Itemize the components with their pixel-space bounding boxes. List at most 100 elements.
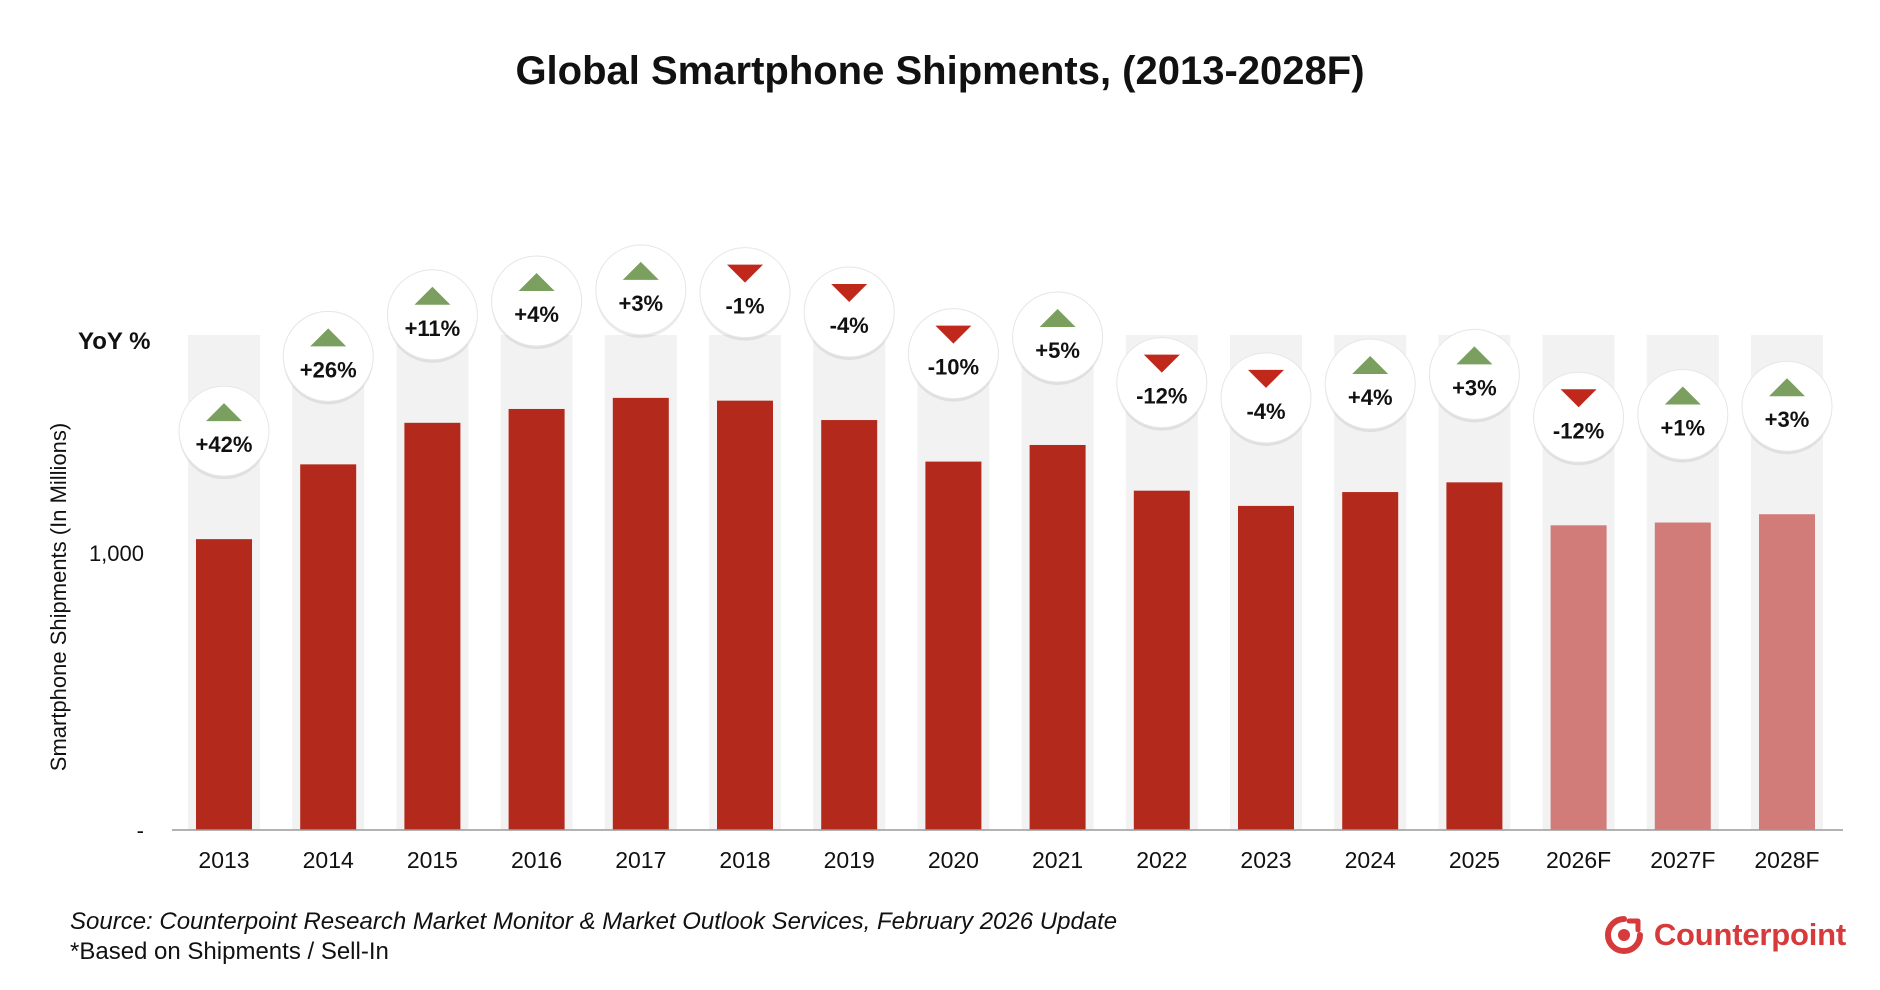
yoy-value: +3% bbox=[618, 291, 663, 316]
bar-2019 bbox=[821, 420, 878, 830]
yoy-value: +4% bbox=[514, 302, 559, 327]
bar-2026F bbox=[1550, 525, 1607, 830]
x-tick-label: 2027F bbox=[1650, 847, 1715, 873]
yoy-badge: -12% bbox=[1533, 371, 1625, 466]
down-arrow-icon bbox=[831, 284, 868, 303]
down-arrow-icon bbox=[1143, 354, 1180, 373]
yoy-value: -12% bbox=[1136, 384, 1187, 409]
badge-circle bbox=[1324, 338, 1416, 430]
y-tick-label: 1,000 bbox=[89, 541, 144, 566]
bar-2013 bbox=[196, 539, 252, 830]
yoy-value: +11% bbox=[405, 316, 461, 341]
x-tick-label: 2026F bbox=[1546, 847, 1611, 873]
badge-circle bbox=[907, 308, 999, 400]
x-tick-label: 2021 bbox=[1032, 847, 1083, 873]
source-note: Source: Counterpoint Research Market Mon… bbox=[70, 908, 1118, 935]
badge-circle bbox=[595, 244, 687, 336]
yoy-value: -4% bbox=[1246, 399, 1285, 424]
x-tick-label: 2013 bbox=[198, 847, 249, 873]
y-tick-label: - bbox=[137, 818, 144, 843]
bar-2025 bbox=[1446, 482, 1503, 830]
x-tick-label: 2028F bbox=[1754, 847, 1819, 873]
y-axis-title: Smartphone Shipments (In Millions) bbox=[46, 423, 71, 771]
bar-2018 bbox=[717, 400, 773, 830]
badge-circle bbox=[1533, 371, 1625, 463]
down-arrow-icon bbox=[935, 325, 972, 344]
badge-circle bbox=[282, 310, 374, 402]
x-tick-label: 2014 bbox=[303, 847, 354, 873]
bars-layer bbox=[196, 397, 1815, 830]
bar-2016 bbox=[508, 408, 565, 830]
badge-circle bbox=[386, 269, 478, 361]
yoy-badge: +5% bbox=[1012, 291, 1104, 385]
down-arrow-icon bbox=[1560, 389, 1597, 408]
yoy-value: +26% bbox=[300, 357, 357, 382]
shipments-note: *Based on Shipments / Sell-In bbox=[70, 938, 389, 965]
x-tick-label: 2024 bbox=[1345, 847, 1396, 873]
yoy-badge: +11% bbox=[386, 269, 478, 363]
x-tick-labels-layer: 2013 2014 2015 2016 2017 2018 2019 2020 2021 2022… bbox=[198, 847, 1819, 873]
up-arrow-icon bbox=[206, 403, 242, 422]
yoy-badge: +3% bbox=[595, 244, 687, 338]
bar-2023 bbox=[1238, 505, 1294, 830]
badge-circle bbox=[178, 385, 270, 477]
badge-circle bbox=[1012, 291, 1104, 383]
yoy-badge: -12% bbox=[1116, 337, 1208, 431]
up-arrow-icon bbox=[414, 286, 451, 305]
up-arrow-icon bbox=[518, 272, 555, 291]
badge-circle bbox=[1741, 360, 1833, 452]
yoy-value: +1% bbox=[1660, 416, 1705, 441]
up-arrow-icon bbox=[1352, 356, 1389, 375]
yoy-value: +5% bbox=[1035, 338, 1080, 363]
footer: Source: Counterpoint Research Market Mon… bbox=[70, 907, 1117, 967]
x-tick-label: 2017 bbox=[615, 847, 666, 873]
down-arrow-icon bbox=[727, 264, 763, 283]
yoy-badges-layer: +42% +26% +11% +4% +3% -1% -4% -10% +5% -12% -4% +4… bbox=[178, 244, 1833, 480]
bar-2021 bbox=[1029, 444, 1086, 830]
yoy-value: +4% bbox=[1348, 385, 1393, 410]
up-arrow-icon bbox=[1769, 378, 1805, 397]
bar-2015 bbox=[404, 422, 461, 830]
bar-2024 bbox=[1342, 492, 1399, 830]
badge-circle bbox=[1116, 337, 1208, 429]
yoy-value: +3% bbox=[1765, 407, 1810, 432]
up-arrow-icon bbox=[1039, 308, 1076, 327]
yoy-badge: +1% bbox=[1637, 369, 1729, 463]
yoy-label: YoY % bbox=[78, 328, 150, 355]
x-tick-label: 2015 bbox=[407, 847, 458, 873]
brand-logo: Counterpoint bbox=[1604, 915, 1846, 955]
x-tick-label: 2020 bbox=[928, 847, 979, 873]
yoy-badge: +3% bbox=[1741, 360, 1833, 455]
up-arrow-icon bbox=[1456, 346, 1493, 365]
x-tick-label: 2016 bbox=[511, 847, 562, 873]
badge-circle bbox=[803, 266, 895, 358]
counterpoint-logo-icon bbox=[1604, 916, 1643, 954]
yoy-badge: +4% bbox=[491, 255, 583, 349]
yoy-badge: -4% bbox=[1220, 352, 1312, 446]
badge-circle bbox=[1637, 369, 1729, 461]
bar-2017 bbox=[612, 397, 669, 830]
badge-circle bbox=[491, 255, 583, 347]
yoy-badge: +3% bbox=[1428, 328, 1520, 423]
x-tick-label: 2019 bbox=[824, 847, 875, 873]
shipments-chart: Global Smartphone Shipments, (2013-2028F… bbox=[46, 49, 1843, 873]
badge-circle bbox=[1220, 352, 1312, 444]
yoy-value: -10% bbox=[928, 355, 979, 380]
bar-2014 bbox=[300, 464, 357, 830]
chart-title: Global Smartphone Shipments, (2013-2028F… bbox=[515, 49, 1364, 93]
down-arrow-icon bbox=[1248, 369, 1284, 388]
axis-layer: - 1,000 bbox=[89, 541, 1843, 843]
yoy-badge: -1% bbox=[699, 247, 791, 341]
bar-2022 bbox=[1133, 490, 1190, 830]
yoy-badge: +4% bbox=[1324, 338, 1416, 433]
bar-2028F bbox=[1759, 514, 1815, 830]
up-arrow-icon bbox=[1664, 386, 1701, 405]
badge-circle bbox=[699, 247, 791, 339]
yoy-badge: -10% bbox=[907, 308, 999, 402]
yoy-badge: +42% bbox=[178, 385, 270, 480]
yoy-value: +3% bbox=[1452, 375, 1497, 400]
yoy-value: -1% bbox=[725, 294, 764, 319]
yoy-badge: -4% bbox=[803, 266, 895, 361]
brand-name: Counterpoint bbox=[1653, 917, 1846, 952]
x-tick-label: 2018 bbox=[719, 847, 770, 873]
